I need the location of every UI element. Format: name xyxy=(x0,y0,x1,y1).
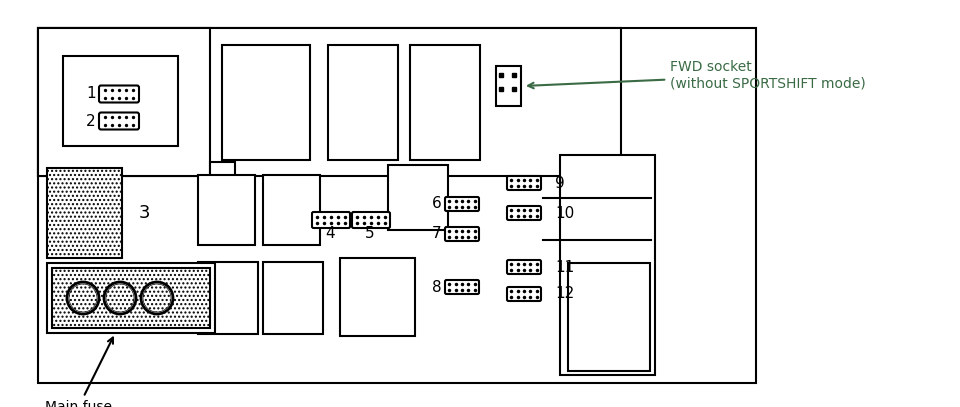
Text: 5: 5 xyxy=(365,225,374,241)
Text: 4: 4 xyxy=(325,225,335,241)
FancyBboxPatch shape xyxy=(99,112,139,129)
Text: 2: 2 xyxy=(86,114,96,129)
Text: 10: 10 xyxy=(555,206,574,221)
Bar xyxy=(263,262,323,334)
Bar xyxy=(198,262,258,334)
Bar xyxy=(340,258,415,336)
Bar xyxy=(63,56,178,146)
Bar xyxy=(38,28,210,176)
Bar xyxy=(38,28,756,383)
FancyBboxPatch shape xyxy=(445,197,479,211)
FancyBboxPatch shape xyxy=(507,260,541,274)
FancyBboxPatch shape xyxy=(507,287,541,301)
Text: 7: 7 xyxy=(432,227,442,241)
FancyBboxPatch shape xyxy=(312,212,350,228)
Bar xyxy=(52,268,210,328)
FancyBboxPatch shape xyxy=(445,280,479,294)
FancyBboxPatch shape xyxy=(352,212,390,228)
Bar xyxy=(210,162,235,176)
Text: 6: 6 xyxy=(432,197,442,212)
Bar xyxy=(38,28,621,176)
Text: Main fuse: Main fuse xyxy=(45,337,113,407)
Bar xyxy=(47,263,215,333)
Bar xyxy=(222,45,310,160)
Text: FWD socket
(without SPORTSHIFT mode): FWD socket (without SPORTSHIFT mode) xyxy=(528,60,866,90)
Text: 1: 1 xyxy=(86,87,96,101)
FancyBboxPatch shape xyxy=(507,176,541,190)
Bar xyxy=(496,66,521,106)
Bar xyxy=(328,45,398,160)
Bar xyxy=(388,165,448,230)
Circle shape xyxy=(67,282,99,314)
FancyBboxPatch shape xyxy=(507,206,541,220)
Bar xyxy=(410,45,480,160)
FancyBboxPatch shape xyxy=(445,227,479,241)
Bar xyxy=(198,175,255,245)
Bar xyxy=(263,175,320,245)
Circle shape xyxy=(104,282,136,314)
Circle shape xyxy=(141,282,173,314)
Bar xyxy=(568,263,650,371)
Bar xyxy=(560,155,655,375)
Text: 8: 8 xyxy=(432,280,442,295)
Text: 3: 3 xyxy=(138,204,150,222)
Text: 9: 9 xyxy=(555,175,564,190)
Text: 12: 12 xyxy=(555,287,574,302)
Text: 11: 11 xyxy=(555,260,574,274)
FancyBboxPatch shape xyxy=(99,85,139,103)
Bar xyxy=(47,168,122,258)
